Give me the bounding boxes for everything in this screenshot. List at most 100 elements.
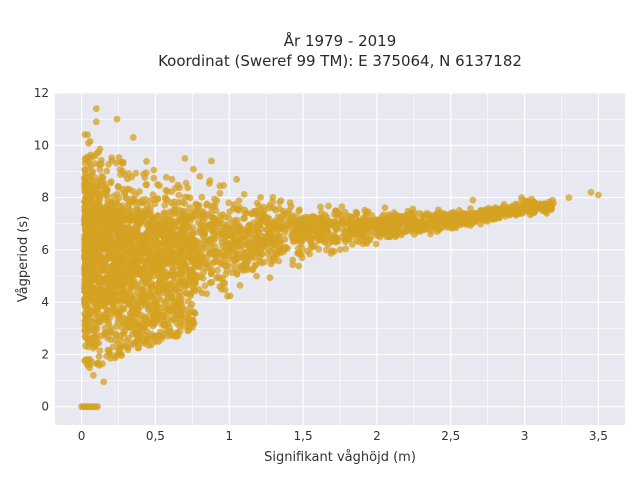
scatter-point bbox=[351, 231, 359, 239]
scatter-point bbox=[96, 166, 104, 173]
scatter-point bbox=[196, 263, 204, 271]
x-tick-label: 3 bbox=[521, 429, 529, 443]
scatter-point bbox=[114, 340, 122, 348]
scatter-point bbox=[432, 217, 440, 225]
scatter-point bbox=[83, 200, 90, 208]
scatter-point bbox=[205, 239, 212, 246]
scatter-point bbox=[163, 196, 171, 204]
scatter-point bbox=[88, 170, 95, 177]
scatter-point bbox=[134, 198, 142, 206]
scatter-point bbox=[398, 231, 405, 239]
scatter-point bbox=[112, 332, 120, 340]
scatter-point bbox=[180, 255, 188, 263]
scatter-point bbox=[211, 250, 219, 257]
scatter-point bbox=[203, 254, 211, 262]
scatter-point bbox=[180, 323, 188, 330]
scatter-point bbox=[105, 310, 112, 317]
scatter-point bbox=[184, 297, 192, 305]
scatter-point bbox=[244, 266, 251, 273]
scatter-point bbox=[91, 160, 99, 168]
scatter-point bbox=[90, 189, 98, 197]
scatter-point bbox=[281, 229, 289, 237]
scatter-point bbox=[184, 184, 192, 192]
scatter-point bbox=[99, 311, 107, 319]
scatter-point bbox=[226, 292, 234, 300]
scatter-point bbox=[167, 254, 175, 262]
scatter-point bbox=[152, 303, 160, 310]
scatter-point bbox=[202, 261, 210, 268]
scatter-point bbox=[200, 234, 207, 241]
y-tick-label: 12 bbox=[34, 86, 49, 100]
scatter-point bbox=[381, 222, 389, 230]
scatter-point bbox=[81, 211, 89, 219]
scatter-point bbox=[96, 318, 104, 326]
scatter-point bbox=[463, 216, 470, 224]
scatter-point bbox=[469, 196, 477, 204]
scatter-point bbox=[144, 269, 152, 277]
scatter-point bbox=[112, 197, 120, 205]
scatter-point bbox=[147, 289, 155, 297]
scatter-point bbox=[333, 225, 340, 232]
scatter-point bbox=[317, 203, 324, 211]
scatter-point bbox=[181, 306, 189, 314]
scatter-point bbox=[243, 209, 251, 217]
scatter-point bbox=[353, 237, 360, 244]
scatter-point bbox=[91, 310, 99, 318]
scatter-point bbox=[505, 209, 513, 217]
scatter-point bbox=[90, 181, 98, 188]
scatter-point bbox=[87, 306, 94, 313]
scatter-point bbox=[196, 173, 204, 180]
scatter-point bbox=[103, 192, 111, 199]
scatter-point bbox=[93, 325, 101, 332]
scatter-point bbox=[113, 242, 121, 250]
scatter-point bbox=[240, 191, 248, 198]
scatter-point bbox=[108, 325, 115, 333]
scatter-point bbox=[134, 306, 142, 314]
scatter-point bbox=[94, 276, 102, 284]
scatter-point bbox=[136, 216, 144, 224]
scatter-point bbox=[266, 204, 273, 212]
scatter-point bbox=[484, 218, 491, 225]
scatter-point bbox=[129, 305, 136, 313]
scatter-point bbox=[306, 227, 314, 235]
scatter-point bbox=[427, 226, 435, 234]
scatter-point bbox=[252, 234, 259, 242]
scatter-point bbox=[129, 282, 137, 289]
x-tick-label: 2,5 bbox=[441, 429, 460, 443]
scatter-point bbox=[166, 306, 173, 313]
scatter-point bbox=[294, 232, 301, 240]
scatter-point bbox=[189, 257, 196, 265]
scatter-point bbox=[190, 229, 198, 237]
scatter-point bbox=[252, 209, 260, 217]
scatter-point bbox=[179, 242, 187, 250]
scatter-point bbox=[178, 268, 186, 276]
scatter-point bbox=[266, 274, 274, 282]
scatter-point bbox=[271, 239, 279, 247]
scatter-point bbox=[113, 115, 121, 123]
scatter-point bbox=[240, 215, 248, 222]
scatter-point bbox=[302, 218, 310, 226]
y-tick-label: 10 bbox=[34, 138, 49, 152]
scatter-point bbox=[259, 232, 267, 240]
scatter-point bbox=[85, 251, 93, 259]
scatter-point bbox=[208, 157, 215, 165]
scatter-point bbox=[116, 312, 123, 320]
scatter-point bbox=[190, 286, 198, 293]
scatter-point bbox=[152, 259, 160, 267]
y-tick-label: 8 bbox=[41, 191, 49, 205]
scatter-point bbox=[121, 189, 129, 197]
scatter-point bbox=[84, 337, 92, 344]
scatter-point bbox=[167, 280, 174, 287]
scatter-point bbox=[104, 207, 112, 215]
scatter-point bbox=[81, 263, 89, 271]
scatter-point bbox=[289, 256, 297, 264]
scatter-point bbox=[119, 306, 126, 314]
scatter-point bbox=[216, 182, 224, 190]
scatter-point bbox=[421, 211, 428, 219]
scatter-point bbox=[96, 347, 104, 355]
scatter-point bbox=[283, 214, 291, 222]
scatter-point bbox=[132, 169, 140, 177]
scatter-point bbox=[136, 295, 144, 303]
scatter-point bbox=[178, 300, 186, 307]
